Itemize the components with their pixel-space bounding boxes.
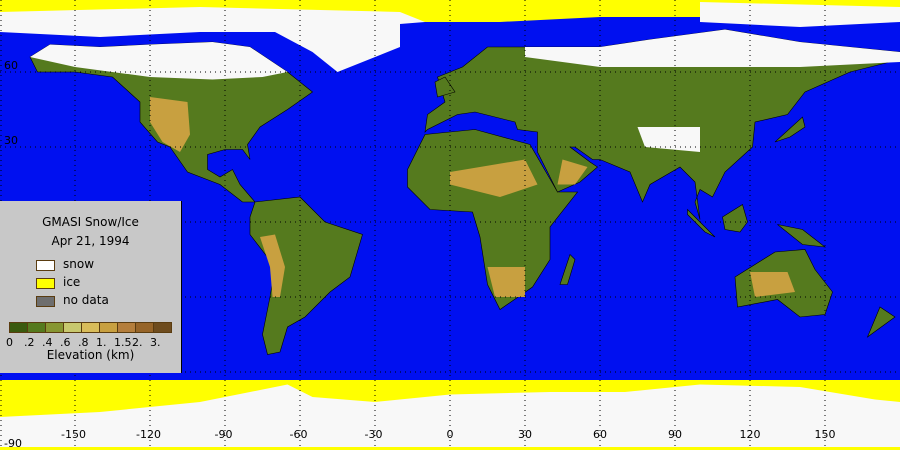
longitude-tick-label: -60 [289, 428, 308, 441]
snow-swatch [36, 260, 55, 271]
longitude-tick-label: 60 [593, 428, 607, 441]
legend-label: snow [63, 257, 95, 271]
canada-snow [30, 42, 288, 80]
colorbar-tick-label: 1.5 [114, 336, 132, 349]
longitude-tick-label: 150 [814, 428, 836, 441]
madagascar [559, 253, 576, 285]
colorbar-tick-label: .8 [78, 336, 89, 349]
arabia [557, 159, 588, 185]
legend-date: Apr 21, 1994 [51, 234, 130, 248]
colorbar-tick-label: .4 [42, 336, 53, 349]
britain [434, 76, 456, 98]
new-guinea [777, 224, 827, 248]
andes [260, 234, 285, 297]
tibet-snow [637, 127, 700, 152]
colorbar-segment [100, 323, 118, 332]
colorbar-segment [154, 323, 171, 332]
japan [774, 116, 806, 143]
sumatra [687, 208, 716, 238]
longitude-tick-label: 0 [446, 428, 454, 441]
no-data-swatch [36, 296, 55, 307]
latitude-tick-label: 30 [4, 134, 18, 147]
colorbar-tick-label: .2 [24, 336, 35, 349]
colorbar-tick-label: 1. [96, 336, 107, 349]
colorbar-tick-label: 0 [6, 336, 13, 349]
legend-label: no data [63, 293, 109, 307]
colorbar-segment [118, 323, 136, 332]
new-zealand [866, 306, 896, 338]
rocky-mountains [150, 97, 190, 152]
elevation-colorbar [9, 322, 172, 333]
colorbar-segment [64, 323, 82, 332]
legend: GMASI Snow/Ice Apr 21, 1994 snow ice no … [0, 201, 182, 373]
sahara [450, 159, 538, 197]
longitude-tick-label: 120 [739, 428, 761, 441]
borneo [722, 204, 748, 233]
longitude-tick-label: 30 [518, 428, 532, 441]
colorbar-tick-label: 3. [150, 336, 161, 349]
siberia-snow [525, 29, 900, 67]
colorbar-segment [28, 323, 46, 332]
longitude-tick-label: -90 [214, 428, 233, 441]
legend-title: GMASI Snow/Ice [42, 215, 139, 229]
longitude-tick-label: -150 [61, 428, 86, 441]
colorbar-segment [136, 323, 154, 332]
eurasia [424, 29, 900, 220]
colorbar-segment [82, 323, 100, 332]
ice-swatch [36, 278, 55, 289]
colorbar-segment [10, 323, 28, 332]
southern-africa [487, 267, 525, 297]
longitude-tick-label: 90 [668, 428, 682, 441]
legend-label: ice [63, 275, 81, 289]
colorbar-segment [46, 323, 64, 332]
latitude-tick-label: -90 [4, 437, 22, 450]
elevation-axis-label: Elevation (km) [46, 348, 135, 362]
australia-interior [750, 272, 795, 297]
longitude-tick-label: -30 [364, 428, 383, 441]
colorbar-tick-label: .6 [60, 336, 71, 349]
colorbar-tick-label: 2. [132, 336, 143, 349]
latitude-tick-label: 60 [4, 59, 18, 72]
south-america [249, 196, 363, 355]
longitude-tick-label: -120 [136, 428, 161, 441]
greenland [275, 17, 400, 72]
